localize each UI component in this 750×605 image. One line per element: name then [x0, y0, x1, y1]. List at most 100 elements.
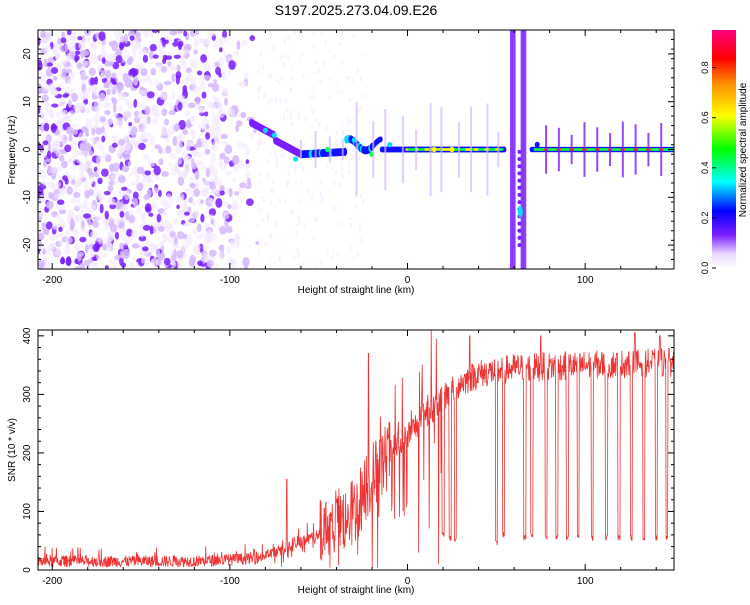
spectrogram-noise-blob	[265, 120, 269, 127]
spectrogram-noise-blob	[39, 112, 47, 117]
spectrogram-noise-blob	[354, 204, 357, 209]
spectrogram-noise-blob	[74, 243, 81, 251]
spectrogram-noise-blob	[179, 57, 186, 64]
spectrogram-dip-segment	[517, 149, 522, 154]
spectrogram-noise-blob	[43, 122, 50, 132]
spectrogram-noise-blob	[83, 213, 91, 219]
spectrogram-noise-blob	[348, 98, 351, 103]
spectrogram-noise-blob	[89, 40, 96, 47]
spectrogram-noise-blob	[89, 77, 96, 86]
spectrogram-noise-blob	[81, 227, 86, 234]
spectrogram-noise-blob	[340, 166, 344, 171]
spectrogram-noise-blob	[144, 203, 152, 213]
spectrogram-marks	[38, 30, 674, 269]
spectrogram-noise-blob	[43, 101, 49, 107]
spectrogram-noise-blob	[86, 159, 94, 168]
spectrogram-noise-blob	[90, 54, 98, 64]
spectrogram-noise-blob	[236, 40, 241, 51]
spectrogram-noise-blob	[335, 129, 339, 136]
spectrogram-noise-blob	[55, 120, 63, 127]
spectrogram-noise-blob	[183, 30, 188, 37]
spectrogram-noise-blob	[65, 68, 72, 74]
spectrogram-noise-blob	[231, 205, 238, 215]
spectrogram-noise-blob	[296, 214, 300, 220]
spectrogram-noise-blob	[168, 162, 173, 168]
spectrogram-dip-segment	[517, 185, 522, 190]
spectrogram-noise-blob	[52, 75, 58, 81]
spectrogram-noise-blob	[269, 73, 273, 79]
spectrogram-noise-blob	[95, 251, 103, 261]
spectrogram-noise-blob	[167, 61, 172, 67]
spectrogram-noise-blob	[138, 48, 146, 56]
spectrogram-noise-blob	[175, 142, 184, 153]
spectrogram-noise-blob	[314, 71, 317, 75]
spectrogram-noise-blob	[223, 156, 230, 165]
spectrogram-noise-blob	[298, 217, 301, 225]
spectrogram-noise-blob	[147, 162, 156, 167]
spectrogram-noise-blob	[328, 95, 331, 101]
spectrogram-noise-blob	[283, 37, 286, 45]
spectrogram-noise-blob	[249, 35, 256, 42]
spectrogram-noise-blob	[241, 40, 249, 46]
spectrogram-noise-blob	[100, 152, 107, 161]
spectrogram-noise-blob	[232, 177, 237, 183]
spectrogram-noise-blob	[176, 204, 180, 210]
spectrogram-noise-blob	[176, 250, 184, 259]
spectrogram-hot-spot	[271, 132, 277, 138]
spectrogram-noise-blob	[71, 162, 76, 172]
spectrogram-noise-blob	[294, 165, 297, 173]
spectrogram-noise-blob	[219, 225, 227, 235]
spectrogram-noise-blob	[121, 148, 129, 155]
spectrogram-noise-blob	[269, 232, 273, 240]
spectrogram-noise-blob	[320, 198, 324, 206]
spectrogram-noise-blob	[220, 133, 228, 140]
spectrogram-noise-blob	[96, 167, 101, 176]
spectrogram-noise-blob	[140, 214, 144, 220]
spectrogram-noise-blob	[222, 30, 228, 39]
spectrogram-noise-blob	[144, 50, 150, 56]
spectrogram-noise-blob	[97, 64, 103, 73]
spectrogram-noise-blob	[205, 167, 211, 178]
spectrogram-noise-blob	[221, 140, 228, 146]
spectrogram-noise-blob	[172, 218, 180, 225]
spectrogram-vertical-streak	[457, 121, 460, 178]
spectrogram-noise-blob	[150, 67, 157, 76]
spectrogram-noise-blob	[315, 61, 318, 65]
spectrogram-noise-blob	[228, 187, 233, 198]
spectrogram-noise-blob	[102, 252, 108, 259]
spectrogram-noise-blob	[352, 114, 355, 121]
spectrogram-noise-blob	[54, 248, 61, 257]
spectrogram-noise-blob	[290, 120, 294, 127]
spectrogram-noise-blob	[185, 73, 194, 83]
spectrogram-noise-blob	[55, 181, 62, 188]
spectrogram-noise-blob	[103, 190, 111, 196]
spectrogram-noise-blob	[38, 232, 42, 242]
spectrogram-noise-blob	[233, 241, 240, 249]
spectrogram-noise-blob	[296, 248, 299, 255]
spectrogram-noise-blob	[47, 142, 52, 152]
spectrogram-noise-blob	[68, 157, 76, 163]
spectrogram-noise-blob	[88, 262, 97, 268]
spectrogram-noise-blob	[274, 220, 277, 227]
spectrogram-noise-blob	[142, 246, 149, 252]
spectrogram-noise-blob	[87, 220, 93, 229]
snr-marks	[38, 330, 674, 569]
spectrogram-noise-blob	[85, 239, 93, 245]
spectrogram-dip-segment	[517, 228, 522, 233]
spectrogram-noise-blob	[118, 138, 126, 146]
spectrogram-noise-blob	[111, 72, 117, 78]
spectrogram-noise-blob	[228, 60, 236, 70]
spectrogram-noise-blob	[165, 145, 172, 154]
spectrogram-vertical-streak	[372, 120, 375, 179]
spectrogram-noise-blob	[69, 110, 75, 118]
spectrogram-noise-blob	[189, 183, 194, 188]
spectrogram-noise-blob	[340, 121, 344, 129]
spectrogram-noise-blob	[361, 52, 364, 57]
spectrogram-broadband-streak	[520, 30, 524, 269]
spectrogram-noise-blob	[262, 196, 266, 204]
spectrogram-vertical-streak	[401, 115, 404, 184]
spectrogram-x-ticks: -200 -100 0 100	[42, 30, 657, 286]
spectrogram-noise-blob	[188, 211, 193, 217]
spectrogram-vertical-streak	[384, 109, 387, 190]
spectrogram-side-streak	[583, 122, 586, 177]
